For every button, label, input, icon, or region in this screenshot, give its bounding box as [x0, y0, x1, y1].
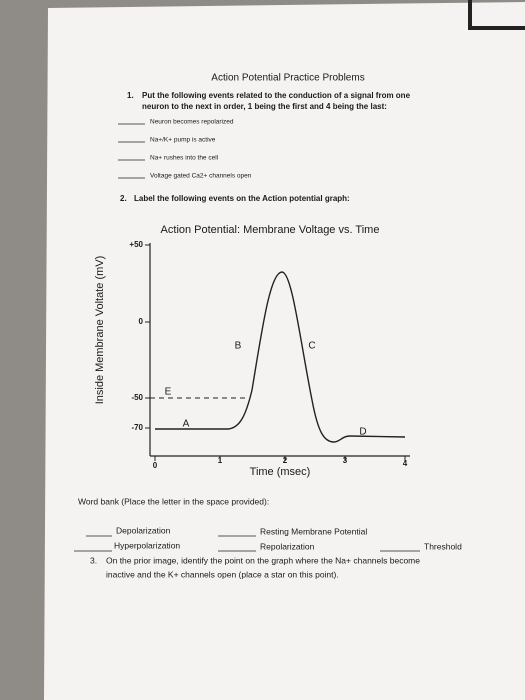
paper	[44, 2, 525, 700]
graph-title: Action Potential: Membrane Voltage vs. T…	[161, 224, 380, 236]
word-bank: Depolarization Resting Membrane Potentia…	[74, 525, 462, 552]
word-bank-term: Hyperpolarization	[114, 540, 180, 550]
y-tick-label: +50	[129, 240, 143, 249]
q1-text: Put the following events related to the …	[142, 91, 411, 100]
q1-items: Neuron becomes repolarized Na+/K+ pump i…	[118, 119, 252, 180]
q1-item: Na+ rushes into the cell	[150, 155, 219, 162]
q1-text: neuron to the next in order, 1 being the…	[142, 102, 387, 111]
x-label: Time (msec)	[250, 466, 311, 478]
word-bank-heading: Word bank (Place the letter in the space…	[78, 496, 269, 506]
q2-text: Label the following events on the Action…	[134, 194, 350, 203]
x-tick-label: 1	[218, 456, 223, 465]
q3-text: On the prior image, identify the point o…	[106, 555, 420, 565]
point-label: A	[183, 419, 190, 430]
word-bank-term: Repolarization	[260, 541, 315, 551]
word-bank-term: Resting Membrane Potential	[260, 526, 367, 536]
q2-number: 2.	[120, 194, 127, 203]
q3-text: inactive and the K+ channels open (place…	[106, 569, 339, 579]
q1-number: 1.	[127, 91, 134, 100]
point-label: B	[235, 341, 242, 352]
action-potential-curve	[155, 271, 406, 443]
x-tick-label: 0	[153, 461, 158, 470]
q1-item: Voltage gated Ca2+ channels open	[150, 173, 252, 180]
point-label: E	[165, 387, 172, 398]
q1-item: Neuron becomes repolarized	[150, 119, 234, 126]
title: Action Potential Practice Problems	[211, 73, 364, 84]
y-tick-label: -50	[131, 393, 143, 402]
x-tick-label: 2	[283, 456, 288, 465]
graph: Action Potential: Membrane Voltage vs. T…	[94, 224, 410, 478]
y-tick-label: 0	[139, 317, 144, 326]
y-tick-label: -70	[131, 423, 143, 432]
x-tick-label: 3	[343, 456, 348, 465]
q1-item: Na+/K+ pump is active	[150, 137, 216, 144]
q3-number: 3.	[90, 555, 97, 565]
word-bank-term: Threshold	[424, 541, 462, 551]
point-label: C	[308, 341, 315, 352]
x-tick-label: 4	[403, 459, 408, 468]
word-bank-term: Depolarization	[116, 525, 171, 535]
corner-mark	[468, 0, 525, 30]
y-label: Inside Membrane Voltate (mV)	[94, 256, 106, 405]
point-label: D	[359, 427, 366, 438]
